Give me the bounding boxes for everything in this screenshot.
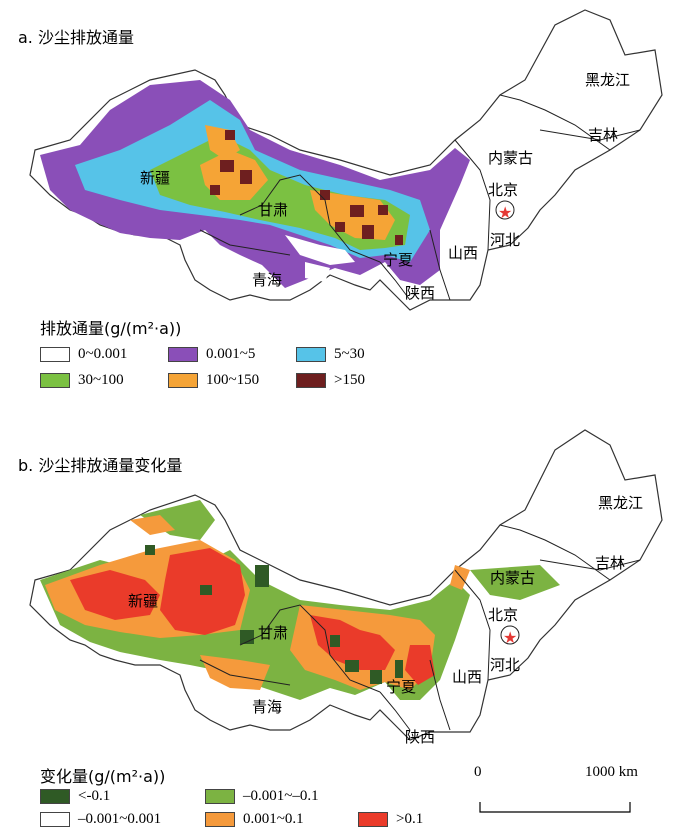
label-jilin-a: 吉林 (588, 126, 618, 144)
legend-a-item: 0.001~5 (168, 346, 255, 363)
legend-swatch (205, 812, 235, 827)
legend-swatch (296, 373, 326, 388)
map-a: ★ 黑龙江 吉林 内蒙古 北京 河北 山西 陕西 宁夏 甘肃 青海 新疆 (29, 9, 663, 311)
label-neimenggu-a: 内蒙古 (488, 149, 533, 167)
legend-b-item: <-0.1 (40, 788, 110, 805)
map-a-gap (285, 235, 355, 282)
legend-swatch (168, 373, 198, 388)
legend-a-item: 5~30 (296, 346, 365, 363)
legend-swatch (40, 347, 70, 362)
change-zone-strong-increase (70, 548, 435, 685)
label-heilongjiang-b: 黑龙江 (598, 494, 643, 512)
label-beijing-a: 北京 (488, 181, 518, 199)
label-neimenggu-b: 内蒙古 (490, 569, 535, 587)
emission-zone-very-high (200, 125, 395, 240)
label-hebei-a: 河北 (490, 231, 520, 249)
legend-swatch (40, 812, 70, 827)
label-qinghai-b: 青海 (252, 698, 282, 716)
legend-swatch (40, 373, 70, 388)
label-qinghai-a: 青海 (252, 271, 282, 289)
scale-start-label: 0 (474, 764, 482, 780)
province-boundaries-a (199, 94, 641, 301)
panel-b-legend-title: 变化量(g/(m²·a)) (40, 767, 166, 786)
label-beijing-b: 北京 (488, 606, 518, 624)
scale-end-label: 1000 km (585, 764, 638, 780)
label-shaanxi-b: 陕西 (405, 728, 435, 746)
legend-a-item: 30~100 (40, 372, 124, 389)
label-heilongjiang-a: 黑龙江 (585, 71, 630, 89)
legend-b-item: >0.1 (358, 811, 423, 828)
panel-a: a. 沙尘排放通量 (0, 0, 700, 400)
label-gansu-a: 甘肃 (258, 201, 288, 219)
panel-a-legend-title: 排放通量(g/(m²·a)) (40, 319, 182, 338)
legend-swatch (296, 347, 326, 362)
label-ningxia-b: 宁夏 (386, 678, 416, 696)
label-ningxia-a: 宁夏 (383, 251, 413, 269)
legend-a-item: 0~0.001 (40, 346, 127, 363)
legend-swatch (205, 789, 235, 804)
province-boundaries-b (199, 524, 641, 731)
legend-swatch (358, 812, 388, 827)
legend-b-item: –0.001~–0.1 (205, 788, 319, 805)
legend-swatch (168, 347, 198, 362)
label-shaanxi-a: 陕西 (405, 284, 435, 302)
label-shanxi-b: 山西 (452, 668, 482, 686)
panel-b: b. 沙尘排放通量变化量 ★ (0, 420, 700, 829)
scale-bar (479, 802, 631, 813)
legend-a-item: 100~150 (168, 372, 259, 389)
label-xinjiang-a: 新疆 (140, 169, 170, 187)
label-hebei-b: 河北 (490, 656, 520, 674)
panel-a-title: a. 沙尘排放通量 (18, 28, 134, 47)
emission-zone-extreme (210, 130, 403, 245)
beijing-star-a: ★ (498, 205, 512, 222)
panel-b-title: b. 沙尘排放通量变化量 (18, 456, 183, 475)
label-xinjiang-b: 新疆 (128, 592, 158, 610)
beijing-star-b: ★ (503, 630, 517, 647)
legend-b-item: 0.001~0.1 (205, 811, 304, 828)
legend-swatch (40, 789, 70, 804)
map-b: ★ 黑龙江 吉林 内蒙古 北京 河北 山西 陕西 宁夏 甘肃 青海 新疆 (29, 429, 663, 813)
change-zone-strong-decrease (145, 545, 403, 684)
label-gansu-b: 甘肃 (258, 624, 288, 642)
legend-b-item: –0.001~0.001 (40, 811, 161, 828)
label-jilin-b: 吉林 (595, 554, 625, 572)
label-shanxi-a: 山西 (448, 244, 478, 262)
legend-a-item: >150 (296, 372, 365, 389)
